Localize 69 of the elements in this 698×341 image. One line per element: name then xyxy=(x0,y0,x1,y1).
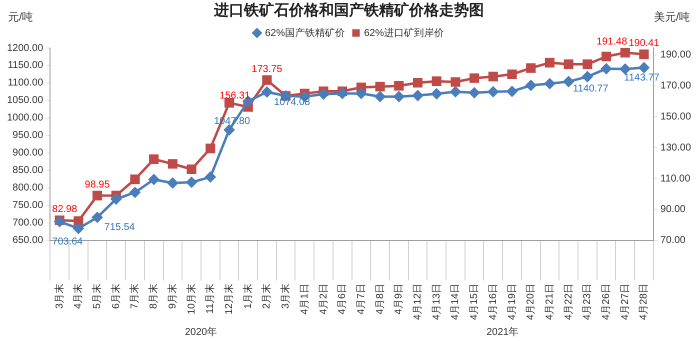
x-tick-label: 10月末 xyxy=(185,283,198,314)
y-tick-label: 850.00 xyxy=(12,165,44,176)
y2-tick-label: 70.00 xyxy=(660,235,686,246)
data-label: 191.48 xyxy=(596,36,628,48)
x-tick-label: 12月末 xyxy=(222,283,235,314)
data-label: 98.95 xyxy=(84,179,110,190)
y-tick-label: 900.00 xyxy=(12,148,44,159)
data-label: 156.31 xyxy=(220,90,251,102)
legend-label: 62%进口矿到岸价 xyxy=(364,26,444,39)
x-tick-label: 4月1日 xyxy=(299,283,310,314)
x-tick-label: 4月15日 xyxy=(469,283,480,320)
y2-tick-label: 150.00 xyxy=(660,111,692,122)
legend-label: 62%国产铁精矿价 xyxy=(264,26,345,39)
y-tick-label: 800.00 xyxy=(12,182,44,194)
x-tick-label: 4月19日 xyxy=(506,283,518,320)
y-tick-label: 700.00 xyxy=(12,218,44,229)
x-tick-label: 4月9日 xyxy=(394,283,405,314)
x-tick-label: 4月21日 xyxy=(544,283,556,320)
x-tick-label: 4月13日 xyxy=(431,283,442,320)
x-tick-label: 3月末 xyxy=(280,283,292,309)
data-label: 1140.77 xyxy=(572,83,609,94)
y2-tick-label: 110.00 xyxy=(660,173,691,184)
x-tick-label: 4月16日 xyxy=(488,283,499,320)
x-tick-label: 4月2日 xyxy=(318,283,330,314)
data-label: 82.98 xyxy=(52,204,78,216)
x-tick-label: 4月14日 xyxy=(450,283,462,320)
x-tick-label: 9月末 xyxy=(166,283,178,309)
y2-tick-label: 90.00 xyxy=(660,204,686,216)
y-tick-label: 650.00 xyxy=(12,235,44,246)
data-label: 1143.77 xyxy=(624,72,660,84)
x-tick-label: 4月12日 xyxy=(412,283,424,320)
x-tick-label: 4月20日 xyxy=(526,283,537,320)
y2-tick-label: 130.00 xyxy=(660,142,692,154)
text: 2021年 xyxy=(486,326,519,338)
data-label: 1074.08 xyxy=(274,96,311,108)
x-tick-label: 4月22日 xyxy=(563,283,574,320)
x-tick-label: 4月28日 xyxy=(638,283,650,320)
x-tick-label: 11月末 xyxy=(204,283,216,314)
y-tick-label: 1000.00 xyxy=(6,112,44,124)
y-tick-label: 1200.00 xyxy=(6,42,44,54)
y2-axis-title: 美元/吨 xyxy=(654,10,690,24)
data-label: 715.54 xyxy=(104,222,136,234)
chart-title: 进口铁矿石价格和国产铁精矿价格走势图 xyxy=(213,1,484,20)
x-tick-label: 4月末 xyxy=(72,283,84,309)
y2-tick-label: 190.00 xyxy=(660,50,692,61)
data-label: 173.75 xyxy=(252,64,283,75)
x-tick-label: 4月7日 xyxy=(356,283,367,314)
x-tick-label: 3月末 xyxy=(53,283,66,309)
data-label: 703.64 xyxy=(52,236,84,248)
data-label: 190.41 xyxy=(628,38,660,50)
y-axis-title: 元/吨 xyxy=(8,10,34,24)
y2-tick-label: 170.00 xyxy=(660,80,692,92)
text: 2020年 xyxy=(184,326,218,338)
x-tick-label: 4月6日 xyxy=(337,283,348,314)
x-tick-label: 7月末 xyxy=(128,283,141,309)
x-tick-label: 4月27日 xyxy=(620,283,631,320)
x-tick-label: 1月末 xyxy=(242,283,254,309)
x-tick-label: 5月末 xyxy=(91,283,104,309)
x-tick-label: 4月8日 xyxy=(374,283,386,314)
x-tick-label: 2月末 xyxy=(260,283,273,309)
y-tick-label: 1150.00 xyxy=(8,60,44,72)
x-tick-label: 4月23日 xyxy=(582,283,594,320)
y-tick-label: 1100.00 xyxy=(8,78,44,89)
x-tick-label: 6月末 xyxy=(110,283,122,309)
y-tick-label: 950.00 xyxy=(12,130,44,142)
x-tick-label: 4月26日 xyxy=(601,283,612,320)
y-tick-label: 750.00 xyxy=(12,200,44,212)
y-tick-label: 1050.00 xyxy=(6,95,44,106)
x-tick-label: 8月末 xyxy=(148,283,160,309)
